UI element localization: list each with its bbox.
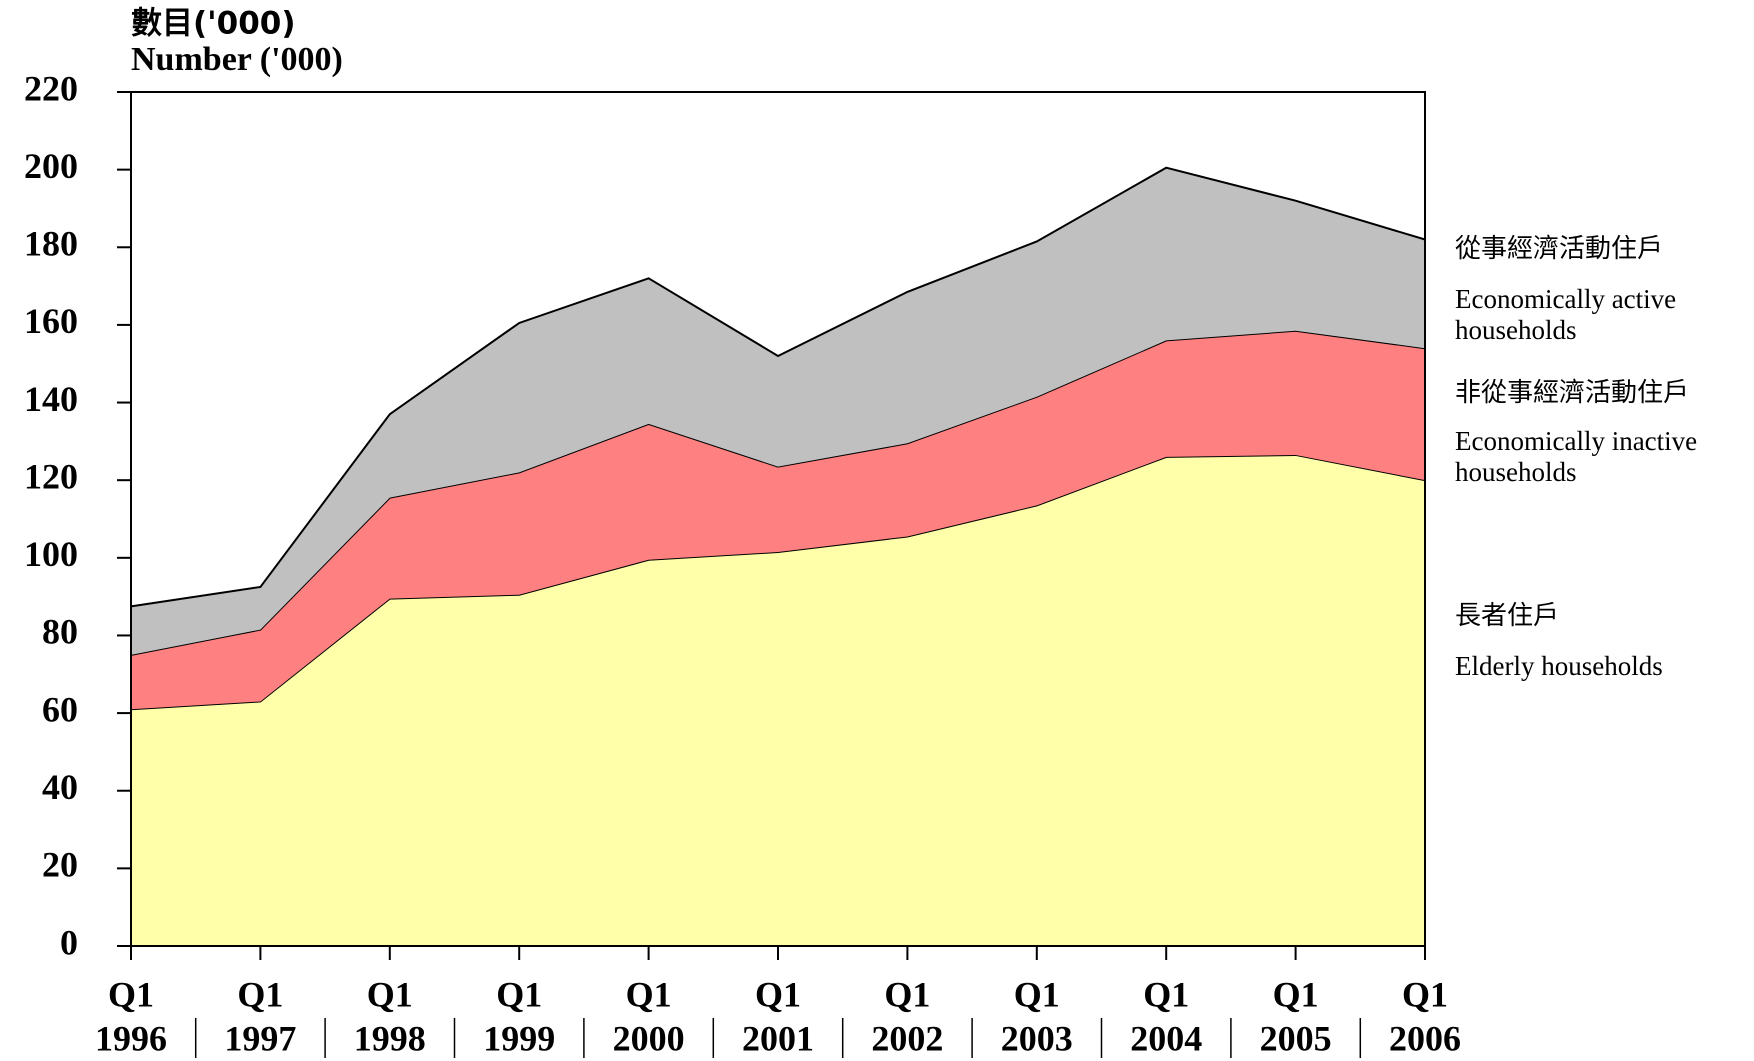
legend-label: Elderly households — [1455, 651, 1663, 681]
area — [131, 330, 1425, 710]
x-tick-label: Q1 — [1402, 974, 1448, 1014]
y-tick-label: 180 — [24, 224, 78, 264]
x-tick-label: 2004 — [1130, 1018, 1202, 1058]
y-tick-label: 200 — [24, 146, 78, 186]
area — [131, 167, 1425, 655]
x-tick-label: 2003 — [1001, 1018, 1073, 1058]
area — [131, 454, 1425, 946]
legend-label: Economically active households — [1455, 284, 1677, 345]
x-tick-label: Q1 — [1273, 974, 1319, 1014]
x-tick-label: 1999 — [483, 1018, 555, 1058]
y-tick-label: 220 — [24, 68, 78, 108]
x-tick-label: Q1 — [1143, 974, 1189, 1014]
x-tick-label: Q1 — [496, 974, 542, 1014]
x-tick-label: Q1 — [367, 974, 413, 1014]
y-tick-label: 20 — [42, 845, 78, 885]
x-tick-label: 2000 — [613, 1018, 685, 1058]
x-tick-label: 1998 — [354, 1018, 426, 1058]
x-tick-label: Q1 — [884, 974, 930, 1014]
x-tick-label: Q1 — [626, 974, 672, 1014]
y-tick-label: 40 — [42, 767, 78, 807]
x-tick-label: 2001 — [742, 1018, 814, 1058]
legend-label-zh: 從事經濟活動住戶 — [1455, 234, 1664, 264]
y-tick-label: 120 — [24, 456, 78, 496]
x-tick-label: Q1 — [1014, 974, 1060, 1014]
y-tick-label: 100 — [24, 534, 78, 574]
legend-label-zh: 長者住戶 — [1455, 601, 1560, 631]
y-label: Number ('000) — [131, 41, 343, 78]
x-tick-label: 1997 — [224, 1018, 296, 1058]
y-tick-label: 80 — [42, 612, 78, 652]
y-tick-label: 0 — [60, 922, 78, 962]
legend-label-zh: 非從事經濟活動住戶 — [1455, 378, 1690, 408]
area-edge — [130, 166, 1426, 608]
x-tick-label: Q1 — [108, 974, 154, 1014]
y-tick-label: 140 — [24, 379, 78, 419]
x-tick-label: 1996 — [95, 1018, 167, 1058]
x-tick-label: Q1 — [237, 974, 283, 1014]
x-tick-label: Q1 — [755, 974, 801, 1014]
y-label-zh: 數目('000) — [131, 6, 296, 42]
y-tick-label: 160 — [24, 301, 78, 341]
x-tick-label: 2006 — [1389, 1018, 1461, 1058]
legend-label: Economically inactive households — [1455, 426, 1698, 487]
y-tick-label: 60 — [42, 689, 78, 729]
x-tick-label: 2005 — [1260, 1018, 1332, 1058]
x-tick-label: 2002 — [871, 1018, 943, 1058]
